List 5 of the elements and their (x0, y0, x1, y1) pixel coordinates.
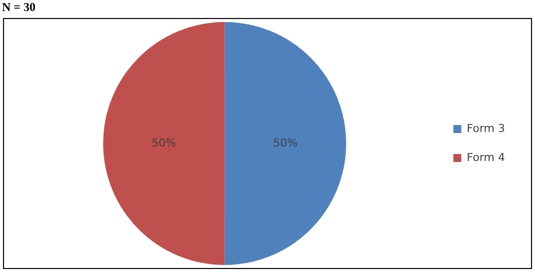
legend-label: Form 3 (466, 122, 506, 135)
legend-label: Form 4 (466, 150, 506, 164)
data-label: 50% (273, 136, 298, 150)
data-label: 50% (152, 136, 176, 150)
chart-title: N = 30 (2, 0, 36, 15)
